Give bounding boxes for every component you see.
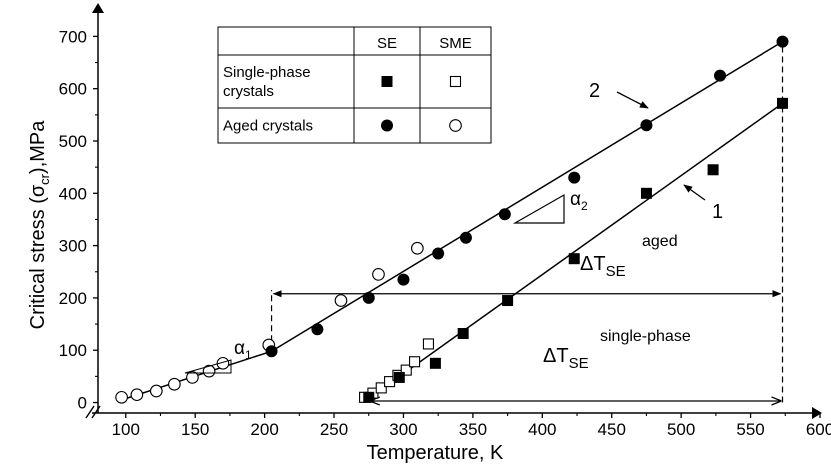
legend-row-label: Aged crystals xyxy=(223,118,313,135)
filled-circle-point xyxy=(498,208,511,221)
open-circle-point xyxy=(202,364,216,378)
x-tick-label: 450 xyxy=(598,420,626,439)
y-tick-label: 200 xyxy=(59,289,87,308)
open-circle-point xyxy=(334,294,348,307)
x-axis-arrowhead xyxy=(812,407,822,419)
y-tick-label: 700 xyxy=(59,27,87,46)
x-tick-label: 250 xyxy=(320,420,348,439)
ticks: 100 150 200 250 300 350 400 450 500 550 600 0 100 200… xyxy=(59,27,831,439)
x-tick-label: 600 xyxy=(806,420,831,439)
open-circle-point xyxy=(130,388,144,402)
axes xyxy=(85,3,822,419)
y-axis-title: Critical stress (σcr),MPa xyxy=(27,120,52,330)
y-tick-label: 300 xyxy=(59,237,87,256)
x-tick-label: 200 xyxy=(250,420,278,439)
line-2-pointer-arrow xyxy=(616,91,649,109)
data-markers xyxy=(115,35,789,404)
y-tick-label: 0 xyxy=(78,394,87,413)
filled-circle-point xyxy=(776,35,789,48)
delta-t-single-superscript: single-phase xyxy=(600,328,691,345)
open-circle-point xyxy=(372,268,385,281)
open-square-point xyxy=(422,338,435,350)
filled-circle-point xyxy=(432,247,445,260)
filled-square-point xyxy=(568,253,580,265)
open-circle-point xyxy=(115,390,128,404)
filled-circle-point xyxy=(714,69,727,82)
open-circle-point xyxy=(168,377,181,391)
x-tick-label: 150 xyxy=(181,420,209,439)
open-circle-point xyxy=(186,371,199,384)
x-tick-label: 100 xyxy=(112,420,140,439)
y-tick-label: 600 xyxy=(59,80,87,99)
filled-square-point xyxy=(457,327,469,339)
filled-circle-point xyxy=(265,345,278,358)
legend-col-header: SME xyxy=(439,35,472,52)
alpha1-slope-triangle xyxy=(184,359,232,374)
filled-circle-point xyxy=(640,119,653,132)
axis-break-mark xyxy=(85,405,95,419)
legend-open-circle-icon xyxy=(449,119,462,132)
filled-square-point xyxy=(640,187,652,199)
filled-circle-point xyxy=(362,291,375,304)
x-tick-label: 300 xyxy=(389,420,417,439)
fit-line-1 xyxy=(368,102,783,399)
filled-square-point xyxy=(502,295,514,307)
filled-square-point xyxy=(707,164,719,176)
line-1-label: 1 xyxy=(712,201,723,223)
x-tick-label: 550 xyxy=(736,420,764,439)
x-tick-label: 400 xyxy=(528,420,556,439)
line-2-label: 2 xyxy=(589,80,600,102)
x-tick-label: 500 xyxy=(667,420,695,439)
y-tick-label: 400 xyxy=(59,184,87,203)
open-circle-point xyxy=(410,241,424,255)
filled-square-point xyxy=(363,391,375,403)
alpha2-label: α2 xyxy=(570,189,588,213)
y-axis-title-sub: cr xyxy=(37,173,52,185)
delta-t-aged-label: ΔTSE xyxy=(580,253,626,280)
annotations xyxy=(184,91,706,374)
legend-filled-circle-icon xyxy=(381,119,393,132)
legend: SE SME Single-phase crystals Aged crystals xyxy=(217,26,492,144)
open-square-point xyxy=(400,364,412,376)
axis-break-mark xyxy=(91,405,101,419)
y-axis-arrowhead xyxy=(92,3,104,13)
line-1-pointer-arrow xyxy=(683,184,706,201)
legend-row-label: crystals xyxy=(223,83,274,100)
filled-circle-point xyxy=(568,171,581,184)
delta-t-single-label: ΔTSE xyxy=(543,345,589,372)
open-square-point xyxy=(375,382,387,394)
filled-circle-point xyxy=(311,323,324,336)
y-tick-label: 500 xyxy=(59,132,87,151)
x-axis-title: Temperature, K xyxy=(367,442,504,464)
filled-square-point xyxy=(429,357,441,369)
delta-t-aged-superscript: aged xyxy=(642,233,678,250)
open-circle-point xyxy=(216,356,230,370)
open-circle-point xyxy=(149,384,163,398)
filled-circle-point xyxy=(459,231,472,244)
filled-circle-point xyxy=(397,273,410,286)
open-square-point xyxy=(409,356,421,368)
x-tick-label: 350 xyxy=(459,420,487,439)
alpha2-slope-triangle xyxy=(512,193,565,224)
y-tick-label: 100 xyxy=(59,341,87,360)
filled-square-point xyxy=(393,371,405,383)
legend-col-header: SE xyxy=(377,35,397,52)
filled-square-point xyxy=(777,97,789,109)
legend-open-square-icon xyxy=(449,75,462,88)
fit-line-2 xyxy=(271,40,783,352)
legend-filled-square-icon xyxy=(381,76,393,87)
legend-row-label: Single-phase xyxy=(223,64,311,81)
alpha1-label: α1 xyxy=(234,338,252,362)
